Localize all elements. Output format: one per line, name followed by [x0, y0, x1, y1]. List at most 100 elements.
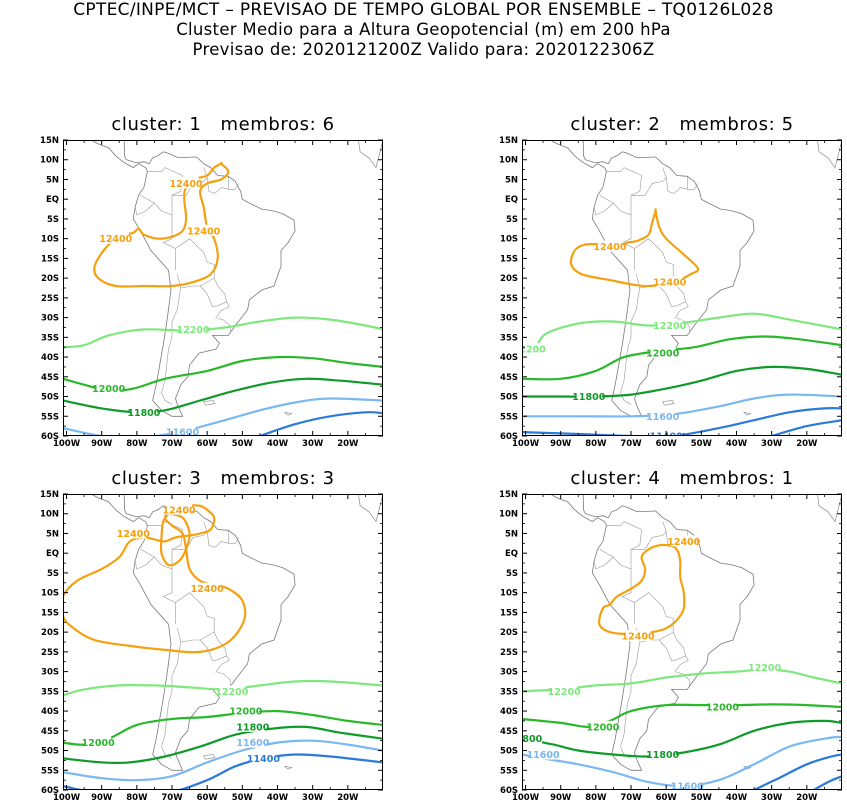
lat-tick-label: 5N: [505, 529, 518, 539]
country-border: [606, 521, 642, 569]
lon-tick-label: 30W: [761, 793, 783, 803]
contour-label-bg: [102, 232, 129, 244]
contour-11800: [522, 719, 842, 758]
lon-tick-label: 50W: [691, 439, 713, 449]
lat-tick-label: 55S: [500, 766, 518, 776]
map-plot: 12400 12400 12200 12200 12000 12000 1800 11800 1…: [499, 490, 842, 803]
contour-label: 12400: [593, 242, 626, 253]
coastline: [522, 140, 755, 417]
lat-tick-label: 50S: [41, 747, 59, 757]
contour-11600: [522, 735, 842, 788]
lat-tick-label: EQ: [505, 195, 518, 205]
contour-label: 11800: [236, 722, 269, 733]
contour-label-bg: [166, 503, 193, 515]
country-border: [134, 556, 155, 570]
contour-label: 11800: [572, 392, 605, 403]
country-border: [161, 287, 182, 405]
country-border: [599, 549, 635, 625]
lat-tick-label: 60S: [41, 432, 59, 442]
forecast-dates: Previsao de: 2020121200Z Valido para: 20…: [192, 40, 655, 59]
africa-coast: [817, 494, 842, 523]
lat-tick-label: 5S: [506, 569, 518, 579]
contour-label-bg: [218, 685, 245, 697]
lon-tick-label: 20W: [796, 793, 818, 803]
coastline: [522, 494, 755, 771]
contour-label: 11600: [527, 750, 560, 761]
lon-tick-label: 30W: [302, 439, 324, 449]
panel-title: cluster: 1 membros: 6: [111, 114, 335, 135]
country-border: [674, 301, 689, 319]
contour-label-bg: [709, 701, 736, 713]
africa-coast: [817, 140, 842, 169]
lat-tick-label: 30S: [500, 314, 518, 324]
lat-tick-label: 5N: [505, 175, 518, 185]
lon-tick-label: 20W: [337, 439, 359, 449]
lat-tick-label: EQ: [46, 195, 59, 205]
contour-label-bg: [649, 347, 676, 359]
island: [284, 766, 293, 770]
contour-label: 12400: [622, 632, 655, 643]
contour-12400: [63, 504, 247, 654]
lat-tick-label: 15N: [40, 490, 59, 500]
country-border: [206, 531, 240, 548]
contour-label-bg: [670, 535, 697, 547]
contour-11400: [259, 411, 383, 436]
contour-label-bg: [173, 177, 200, 189]
contour-label-bg: [120, 527, 147, 539]
lat-tick-label: EQ: [46, 549, 59, 559]
country-border: [215, 655, 230, 673]
panel-title: cluster: 3 membros: 3: [111, 468, 335, 489]
contour-12200: [522, 668, 842, 693]
contour-label-bg: [649, 748, 676, 760]
contour-label-bg: [522, 732, 543, 744]
lat-tick-label: 20S: [500, 274, 518, 284]
contour-label-bg: [751, 661, 778, 673]
lat-tick-label: 15S: [500, 254, 518, 264]
lat-tick-label: 30S: [41, 314, 59, 324]
lat-tick-label: 55S: [41, 766, 59, 776]
lon-tick-label: 100W: [53, 793, 81, 803]
lat-tick-label: 60S: [500, 786, 518, 796]
contour-12000: [522, 335, 842, 381]
contour-11600: [63, 739, 383, 782]
country-border: [631, 521, 667, 550]
contour-label: 12400: [187, 226, 220, 237]
island: [284, 412, 293, 416]
lat-tick-label: 10S: [500, 235, 518, 245]
lat-tick-label: 10S: [500, 589, 518, 599]
coastline: [63, 494, 296, 771]
contour-label: 11600: [166, 428, 199, 439]
panel-title: cluster: 4 membros: 1: [570, 468, 794, 489]
contour-label: 12400: [117, 529, 150, 540]
contour-label-bg: [625, 630, 652, 642]
contour-label-bg: [85, 736, 112, 748]
country-border: [147, 167, 183, 215]
lat-tick-label: 15N: [499, 490, 518, 500]
contour-label: 11400: [247, 754, 280, 765]
island: [203, 400, 216, 406]
lat-tick-label: 5N: [46, 529, 59, 539]
lon-tick-label: 60W: [656, 439, 678, 449]
contour-11400: [63, 753, 383, 790]
lon-tick-label: 30W: [761, 439, 783, 449]
lat-tick-label: 60S: [500, 432, 518, 442]
contour-11400: [771, 419, 842, 436]
lat-tick-label: 25S: [41, 648, 59, 658]
contour-11400: [522, 406, 842, 436]
country-border: [674, 655, 689, 673]
island: [662, 400, 675, 406]
lat-tick-label: 15S: [41, 254, 59, 264]
lat-tick-label: 35S: [41, 687, 59, 697]
contour-label-bg: [232, 705, 259, 717]
lat-tick-label: 40S: [41, 707, 59, 717]
contour-label: 12400: [99, 234, 132, 245]
map-plot: 12400 12400 12400 12200 12000 11800 11600 15N 10…: [40, 136, 383, 449]
contour-label-bg: [194, 582, 221, 594]
contour-label-bg: [239, 720, 266, 732]
lat-tick-label: 5S: [47, 569, 59, 579]
contour-label: 12000: [706, 703, 739, 714]
lat-tick-label: 35S: [500, 333, 518, 343]
lon-tick-label: 100W: [512, 439, 540, 449]
contour-label-bg: [169, 426, 196, 436]
lat-tick-label: 60S: [41, 786, 59, 796]
